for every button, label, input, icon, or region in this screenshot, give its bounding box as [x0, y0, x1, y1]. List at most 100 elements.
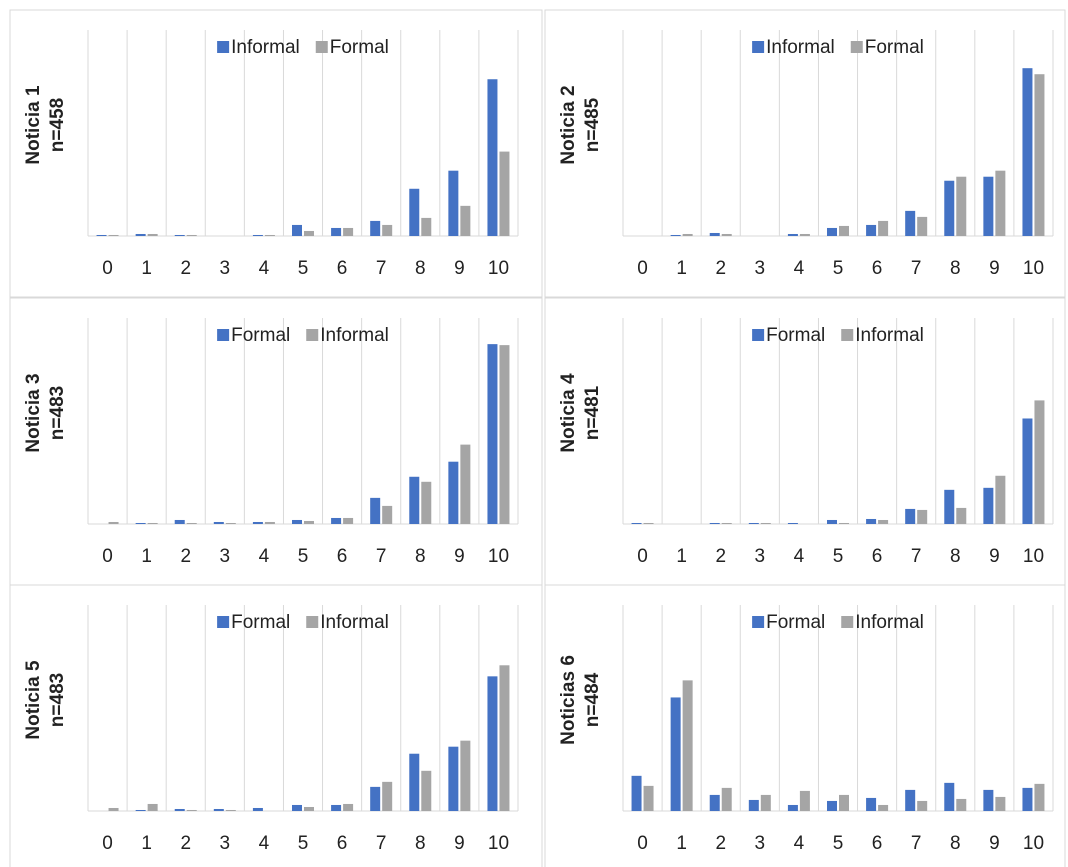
bar [799, 233, 810, 236]
legend-label: Formal [766, 325, 825, 346]
bar [174, 234, 185, 236]
bar [225, 522, 236, 524]
legend-label: Informal [855, 325, 924, 346]
x-tick-label: 0 [637, 258, 648, 279]
legend: Formal Informal [217, 612, 389, 633]
bar [304, 806, 314, 811]
y-axis-title: n=485 [582, 97, 603, 152]
x-tick-label: 7 [911, 546, 922, 567]
panel-border [9, 584, 543, 867]
legend-label: Formal [231, 612, 290, 633]
x-tick-label: 2 [180, 546, 191, 567]
bar [956, 798, 967, 811]
bar [1034, 783, 1045, 811]
bar [878, 519, 889, 524]
bar [382, 781, 393, 811]
bar [839, 225, 849, 236]
x-tick-label: 4 [259, 546, 270, 567]
bar [487, 344, 498, 524]
y-axis-title: Noticia 5 [23, 660, 44, 740]
legend-swatch [752, 329, 765, 341]
bar [382, 224, 393, 236]
x-tick-label: 7 [376, 833, 387, 854]
bar [252, 521, 263, 524]
bar [1022, 787, 1033, 811]
bar [409, 753, 420, 811]
bar [917, 509, 928, 524]
x-tick-label: 9 [989, 258, 1000, 279]
legend-swatch [306, 616, 319, 628]
bar [670, 234, 681, 236]
y-axis-title: n=481 [582, 385, 603, 440]
bar [760, 794, 771, 811]
x-tick-label: 5 [298, 546, 309, 567]
legend-swatch [841, 329, 854, 341]
x-tick-label: 0 [102, 833, 113, 854]
bar [382, 505, 393, 524]
bar [186, 809, 197, 811]
legend-swatch [315, 41, 328, 53]
bar [682, 680, 693, 811]
x-tick-label: 8 [415, 833, 426, 854]
bar [839, 522, 849, 524]
x-tick-label: 9 [454, 546, 465, 567]
bar [878, 804, 889, 811]
legend-swatch [752, 41, 765, 53]
x-tick-label: 0 [102, 258, 113, 279]
bar [252, 807, 263, 811]
bar [96, 234, 107, 236]
x-tick-label: 1 [141, 258, 152, 279]
x-tick-label: 6 [337, 258, 348, 279]
x-tick-label: 3 [755, 546, 766, 567]
x-tick-label: 3 [755, 258, 766, 279]
chart-panel: 0 1 2 3 4 5 6 7 8 9 10 Formal Informal Noticias 6 n=48… [544, 584, 1066, 867]
x-tick-label: 3 [220, 258, 231, 279]
x-tick-label: 9 [454, 833, 465, 854]
bar [409, 188, 420, 236]
chart-panel: 0 1 2 3 4 5 6 7 8 9 10 Formal Informal Noticia 3 n=483 [9, 297, 543, 586]
chart-panel: 0 1 2 3 4 5 6 7 8 9 10 Informal Formal Noticia 1 n=458 [9, 9, 543, 298]
legend-label: Informal [320, 325, 389, 346]
x-tick-label: 9 [989, 546, 1000, 567]
legend-label: Formal [865, 37, 924, 58]
legend-swatch [217, 41, 230, 53]
panel-border [544, 584, 1066, 867]
y-axis-title: n=483 [47, 673, 68, 727]
x-tick-label: 2 [180, 258, 191, 279]
x-tick-label: 10 [1023, 546, 1044, 567]
legend-swatch [217, 329, 230, 341]
bar [331, 804, 342, 811]
bar [108, 234, 119, 236]
bar [827, 227, 837, 236]
x-tick-label: 6 [337, 546, 348, 567]
chart-panel: 0 1 2 3 4 5 6 7 8 9 10 Informal Formal Noticia 2 n=485 [544, 9, 1066, 298]
bar [787, 233, 798, 236]
x-tick-label: 0 [102, 546, 113, 567]
chart-panel: 0 1 2 3 4 5 6 7 8 9 10 Formal Informal Noticia 5 n=483 [9, 584, 543, 867]
legend-swatch [306, 329, 319, 341]
x-tick-label: 5 [298, 833, 309, 854]
bar [1022, 418, 1033, 524]
bar [721, 522, 732, 524]
bar [147, 522, 158, 524]
bar [409, 476, 420, 524]
bar [944, 489, 955, 524]
bar [460, 444, 471, 524]
x-tick-label: 0 [637, 833, 648, 854]
x-tick-label: 8 [950, 546, 961, 567]
bar [670, 697, 681, 811]
x-tick-label: 5 [833, 546, 844, 567]
x-tick-label: 6 [337, 833, 348, 854]
legend-label: Informal [320, 612, 389, 633]
legend-label: Informal [231, 37, 300, 58]
legend-label: Informal [855, 612, 924, 633]
bar [135, 522, 146, 524]
bar [643, 522, 654, 524]
bar [292, 804, 302, 811]
bar [709, 794, 720, 811]
bar [709, 232, 720, 236]
legend-label: Formal [231, 325, 290, 346]
y-axis-title: Noticia 1 [23, 85, 44, 165]
bar [643, 785, 654, 811]
